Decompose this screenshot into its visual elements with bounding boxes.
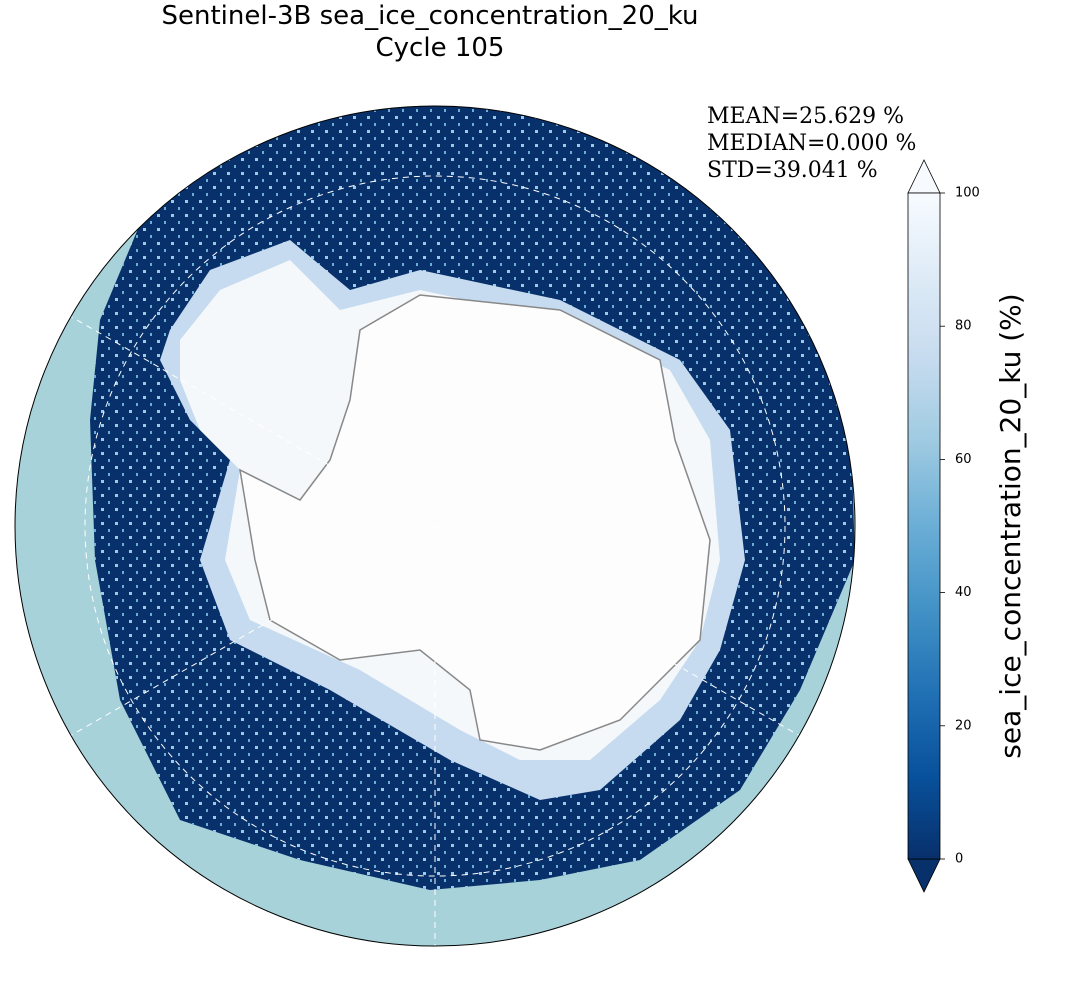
- colorbar-tick-label: 0: [955, 852, 963, 867]
- stat-mean: MEAN=25.629 %: [707, 104, 904, 129]
- antarctica: [239, 294, 711, 751]
- colorbar: [907, 159, 941, 893]
- graticule: [69, 175, 801, 946]
- colorbar-tick-label: 40: [955, 585, 972, 600]
- colorbar-body: [907, 192, 941, 860]
- stat-std: STD=39.041 %: [707, 158, 878, 183]
- map: [15, 106, 855, 946]
- colorbar-label: sea_ice_concentration_20_ku (%): [994, 293, 1027, 758]
- colorbar-tick-label: 60: [955, 452, 972, 467]
- map-frame: [14, 105, 856, 947]
- colorbar-tick-label: 100: [955, 186, 980, 201]
- map-subtitle: Cycle 105: [376, 33, 505, 63]
- stat-median: MEDIAN=0.000 %: [707, 131, 916, 156]
- colorbar-extend-max: [907, 159, 941, 194]
- colorbar-tick-label: 80: [955, 319, 972, 334]
- map-title: Sentinel-3B sea_ice_concentration_20_ku: [162, 1, 699, 31]
- colorbar-extend-min: [907, 858, 941, 893]
- colorbar-tick-label: 20: [955, 718, 972, 733]
